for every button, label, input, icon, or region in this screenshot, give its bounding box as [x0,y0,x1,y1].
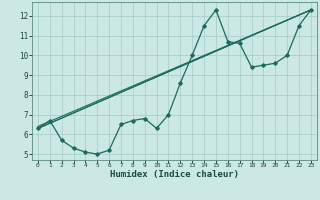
X-axis label: Humidex (Indice chaleur): Humidex (Indice chaleur) [110,170,239,179]
